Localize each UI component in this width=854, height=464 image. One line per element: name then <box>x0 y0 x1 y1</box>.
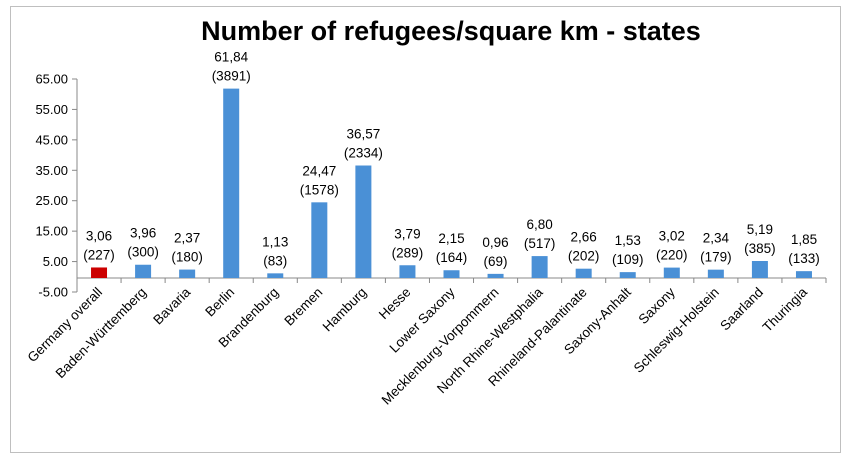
x-tick-label: Bremen <box>281 285 325 329</box>
data-label-value: 2,15 <box>438 231 464 246</box>
data-label-value: 3,96 <box>130 226 156 241</box>
data-label-count: (300) <box>127 245 159 260</box>
data-label-count: (385) <box>744 241 776 256</box>
y-tick-label: -5.00 <box>38 285 68 300</box>
y-tick-label: 25.00 <box>35 193 68 208</box>
bar <box>267 273 284 278</box>
data-label-count: (289) <box>392 245 424 260</box>
data-label-value: 3,06 <box>86 228 112 243</box>
data-label-count: (1578) <box>300 182 339 197</box>
data-label-count: (179) <box>700 250 732 265</box>
data-label-count: (109) <box>612 252 644 267</box>
data-label-count: (83) <box>263 253 287 268</box>
y-tick-label: 55.00 <box>35 102 68 117</box>
data-label-count: (133) <box>788 251 820 266</box>
bar <box>663 267 680 278</box>
data-label-value: 1,53 <box>615 233 641 248</box>
x-tick-label: Thuringia <box>760 284 811 335</box>
bar <box>399 265 416 278</box>
bar <box>355 165 372 278</box>
y-tick-label: 45.00 <box>35 132 68 147</box>
data-label-value: 3,79 <box>394 226 420 241</box>
data-label-value: 36,57 <box>346 127 380 142</box>
x-tick-label: Bavaria <box>150 284 193 327</box>
x-tick-label: Schleswig-Holstein <box>631 285 722 376</box>
plot-area: 65.00 55.00 45.00 35.00 25.00 15.00 5.00 -5.00 3… <box>25 50 827 408</box>
y-tick-label: 65.00 <box>35 72 68 87</box>
data-label-count: (220) <box>656 248 688 263</box>
data-label-count: (202) <box>568 249 600 264</box>
bar <box>751 260 768 278</box>
bar <box>443 270 460 278</box>
bar <box>575 268 592 278</box>
data-label-value: 1,13 <box>262 234 288 249</box>
bar <box>311 202 328 278</box>
data-label-value: 3,02 <box>659 229 685 244</box>
data-label-value: 61,84 <box>214 50 248 65</box>
data-label-value: 2,34 <box>703 231 730 246</box>
data-label-value: 5,19 <box>747 222 773 237</box>
bar <box>795 271 812 278</box>
bar <box>531 256 548 278</box>
bar <box>135 264 152 278</box>
data-label-value: 2,37 <box>174 231 200 246</box>
data-label-count: (69) <box>484 254 508 269</box>
bar <box>223 88 240 279</box>
chart-frame <box>10 6 841 453</box>
data-label-count: (180) <box>171 250 203 265</box>
data-label-value: 0,96 <box>482 235 508 250</box>
data-label-count: (3891) <box>212 69 251 84</box>
y-tick-label: 35.00 <box>35 163 68 178</box>
chart-title: Number of refugees/square km - states <box>201 16 701 46</box>
bar <box>91 267 108 278</box>
data-label-count: (2334) <box>344 146 383 161</box>
data-label-count: (227) <box>83 247 115 262</box>
x-tick-label: Berlin <box>202 285 237 320</box>
x-tick-label: Saarland <box>717 285 766 334</box>
data-label-value: 2,66 <box>571 230 597 245</box>
data-label-count: (164) <box>436 250 468 265</box>
y-tick-label: 15.00 <box>35 224 68 239</box>
x-tick-label: Hamburg <box>320 285 370 335</box>
data-label-value: 1,85 <box>791 232 817 247</box>
bar <box>179 269 196 278</box>
x-tick-label: Saxony <box>635 284 678 327</box>
data-label-count: (517) <box>524 236 556 251</box>
data-label-value: 6,80 <box>526 217 552 232</box>
data-label-value: 24,47 <box>302 163 336 178</box>
bar <box>487 273 504 278</box>
x-tick-label: Hesse <box>376 285 414 323</box>
bar <box>707 269 724 278</box>
y-tick-label: 5.00 <box>43 254 68 269</box>
bar <box>619 272 636 278</box>
